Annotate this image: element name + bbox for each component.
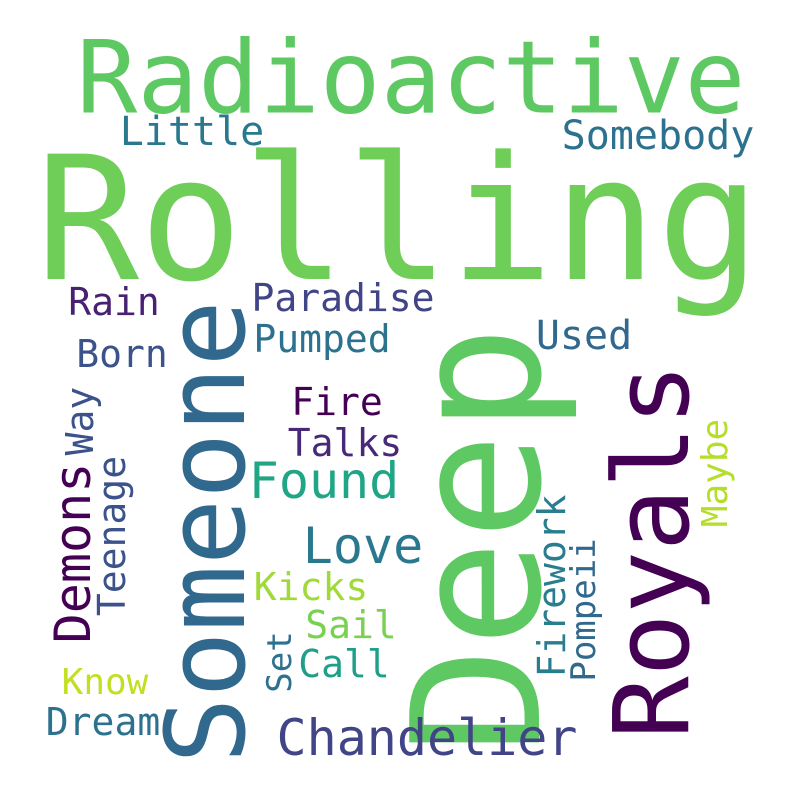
word-pumped: Pumped [253,317,391,361]
word-pompeii: Pompeii [564,538,604,682]
word-royals: Royals [591,363,713,739]
word-know: Know [61,662,149,703]
word-chandelier: Chandelier [276,709,578,767]
word-dream: Dream [45,700,161,744]
word-way: Way [58,386,102,456]
word-call: Call [298,642,390,686]
word-kicks: Kicks [253,565,369,609]
word-teenage: Teenage [90,455,134,617]
word-somebody: Somebody [561,113,755,159]
word-paradise: Paradise [251,276,435,320]
word-maybe: Maybe [695,418,736,528]
word-sail: Sail [305,603,397,647]
word-radioactive: Radioactive [76,18,746,137]
word-love: Love [302,517,424,575]
word-little: Little [119,109,265,155]
word-used: Used [535,313,633,359]
word-talks: Talks [287,421,403,465]
word-found: Found [248,452,400,510]
word-rolling: Rolling [35,119,761,320]
word-fire: Fire [291,380,383,424]
word-born: Born [76,332,168,376]
word-set: Set [260,631,300,693]
word-rain: Rain [68,280,160,324]
